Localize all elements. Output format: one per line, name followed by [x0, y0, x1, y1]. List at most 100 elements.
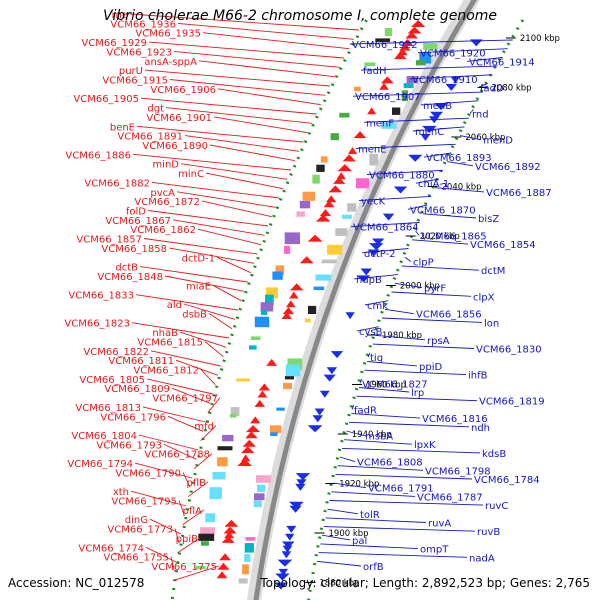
- reverse-gene-label[interactable]: minD: [152, 160, 179, 171]
- reverse-gene-label[interactable]: VCM66_1813: [75, 403, 141, 414]
- forward-gene-label[interactable]: lon: [484, 318, 499, 329]
- forward-gene-label[interactable]: bisZ: [478, 214, 499, 225]
- reverse-gene-label[interactable]: VCM66_1822: [83, 347, 149, 358]
- forward-gene-label[interactable]: VCM66_1870: [410, 205, 476, 216]
- forward-gene-label[interactable]: orfB: [363, 562, 384, 573]
- forward-gene-label[interactable]: VCM66_1920: [420, 49, 486, 60]
- reverse-gene-label[interactable]: dinG: [125, 515, 148, 526]
- reverse-gene-label[interactable]: mfd: [194, 422, 214, 433]
- reverse-gene-label[interactable]: VCM66_1793: [96, 440, 162, 451]
- forward-gene-label[interactable]: rpsA: [427, 336, 450, 347]
- reverse-gene-label[interactable]: dctB: [115, 263, 138, 274]
- reverse-gene-label[interactable]: pflB: [186, 478, 206, 489]
- reverse-gene-label[interactable]: pflA: [183, 506, 203, 517]
- reverse-gene-label[interactable]: VCM66_1848: [97, 272, 163, 283]
- forward-gene-label[interactable]: VCM66_1808: [357, 458, 423, 469]
- reverse-gene-label[interactable]: VCM66_1923: [106, 47, 172, 58]
- forward-gene-label[interactable]: fadR: [354, 405, 377, 416]
- forward-gene-label[interactable]: menB: [423, 101, 452, 112]
- forward-gene-label[interactable]: kdsB: [482, 449, 506, 460]
- reverse-gene-label[interactable]: VCM66_1890: [142, 141, 208, 152]
- reverse-gene-label[interactable]: folD: [126, 207, 146, 218]
- reverse-gene-label[interactable]: dgt: [147, 104, 164, 115]
- forward-gene-label[interactable]: clpP: [413, 258, 434, 269]
- forward-gene-label[interactable]: VCM66_1856: [416, 310, 482, 321]
- forward-gene-label[interactable]: VCM66_1914: [469, 57, 535, 68]
- forward-gene-label[interactable]: VCM66_1922: [352, 40, 418, 51]
- forward-gene-label[interactable]: dctM: [481, 266, 505, 277]
- forward-gene-label[interactable]: menE: [358, 144, 387, 155]
- reverse-gene-label[interactable]: VCM66_1823: [64, 319, 130, 330]
- reverse-gene-label[interactable]: VCM66_1797: [152, 394, 218, 405]
- reverse-gene-label[interactable]: VCM66_1809: [104, 384, 170, 395]
- forward-gene-label[interactable]: VCM66_1865: [421, 231, 487, 242]
- forward-gene-label[interactable]: ndh: [471, 423, 490, 434]
- forward-gene-label[interactable]: VCM66_1787: [417, 492, 483, 503]
- reverse-gene-label[interactable]: VCM66_1862: [130, 225, 196, 236]
- reverse-gene-label[interactable]: benE: [110, 122, 135, 133]
- reverse-gene-label[interactable]: VCM66_1774: [78, 543, 144, 554]
- forward-gene-label[interactable]: ihfB: [468, 371, 488, 382]
- forward-gene-label[interactable]: ompT: [420, 545, 449, 556]
- forward-gene-label[interactable]: cysB: [359, 327, 383, 338]
- forward-gene-label[interactable]: nadA: [469, 553, 495, 564]
- forward-gene-label[interactable]: pyrF: [424, 284, 446, 295]
- forward-gene-label[interactable]: VCM66_1892: [475, 162, 541, 173]
- reverse-gene-label[interactable]: VCM66_1857: [76, 235, 142, 246]
- reverse-gene-label[interactable]: VCM66_1804: [71, 431, 137, 442]
- reverse-gene-label[interactable]: miaE: [186, 281, 211, 292]
- reverse-gene-label[interactable]: purU: [119, 66, 143, 77]
- reverse-gene-label[interactable]: VCM66_1891: [117, 132, 183, 143]
- reverse-gene-label[interactable]: VCM66_1858: [101, 244, 167, 255]
- forward-gene-label[interactable]: menC: [415, 127, 444, 138]
- forward-gene-label[interactable]: VCM66_1887: [486, 188, 552, 199]
- forward-gene-label[interactable]: VCM66_1864: [353, 223, 419, 234]
- forward-gene-label[interactable]: clpX: [473, 292, 495, 303]
- forward-gene-label[interactable]: fadD: [480, 84, 504, 95]
- forward-gene-label[interactable]: yecK: [361, 197, 386, 208]
- forward-gene-label[interactable]: chiA-1: [418, 179, 449, 190]
- reverse-gene-label[interactable]: xth: [113, 487, 129, 498]
- forward-gene-label[interactable]: ppiD: [419, 362, 442, 373]
- reverse-gene-label[interactable]: VCM66_1796: [100, 412, 166, 423]
- reverse-gene-label[interactable]: VCM66_1935: [135, 29, 201, 40]
- forward-gene-label[interactable]: tolR: [360, 510, 380, 521]
- reverse-gene-label[interactable]: ppiB: [176, 534, 198, 545]
- forward-gene-label[interactable]: menD: [483, 136, 513, 147]
- forward-gene-label[interactable]: hupB: [356, 275, 382, 286]
- forward-gene-label[interactable]: rnd: [472, 110, 489, 121]
- reverse-gene-label[interactable]: VCM66_1872: [134, 197, 200, 208]
- reverse-gene-label[interactable]: VCM66_1882: [84, 178, 150, 189]
- forward-gene-label[interactable]: fadH: [363, 66, 387, 77]
- reverse-gene-label[interactable]: minC: [178, 169, 204, 180]
- reverse-gene-label[interactable]: nhaB: [152, 328, 178, 339]
- forward-gene-label[interactable]: VCM66_1880: [369, 171, 435, 182]
- reverse-gene-label[interactable]: VCM66_1794: [67, 459, 133, 470]
- reverse-gene-label[interactable]: VCM66_1901: [146, 113, 212, 124]
- reverse-gene-label[interactable]: VCM66_1805: [79, 375, 145, 386]
- reverse-gene-label[interactable]: VCM66_1795: [111, 497, 177, 508]
- reverse-gene-label[interactable]: VCM66_1790: [115, 468, 181, 479]
- forward-gene-label[interactable]: VCM66_1791: [368, 484, 434, 495]
- forward-gene-label[interactable]: lpxK: [414, 440, 436, 451]
- forward-gene-label[interactable]: pal: [352, 536, 367, 547]
- reverse-gene-label[interactable]: VCM66_1833: [68, 291, 134, 302]
- forward-gene-label[interactable]: VCM66_1819: [479, 397, 545, 408]
- forward-gene-label[interactable]: lrp: [411, 388, 424, 399]
- forward-gene-label[interactable]: VCM66_1910: [412, 75, 478, 86]
- reverse-gene-label[interactable]: VCM66_1815: [137, 338, 203, 349]
- reverse-gene-label[interactable]: VCM66_1906: [150, 85, 216, 96]
- forward-gene-label[interactable]: VCM66_1798: [425, 466, 491, 477]
- reverse-gene-label[interactable]: pvcA: [150, 188, 175, 199]
- reverse-gene-label[interactable]: rne: [112, 10, 128, 21]
- forward-gene-label[interactable]: VCM66_1854: [470, 240, 536, 251]
- reverse-gene-label[interactable]: VCM66_1755: [103, 553, 169, 564]
- forward-gene-label[interactable]: VCM66_1784: [474, 475, 540, 486]
- forward-gene-label[interactable]: VCM66_1830: [476, 345, 542, 356]
- reverse-gene-label[interactable]: VCM66_1936: [110, 19, 176, 30]
- reverse-gene-label[interactable]: VCM66_1867: [105, 216, 171, 227]
- reverse-gene-label[interactable]: dctD-1: [182, 253, 215, 264]
- reverse-gene-label[interactable]: VCM66_1811: [108, 356, 174, 367]
- reverse-gene-label[interactable]: VCM66_1775: [151, 562, 217, 573]
- reverse-gene-label[interactable]: ald: [167, 300, 182, 311]
